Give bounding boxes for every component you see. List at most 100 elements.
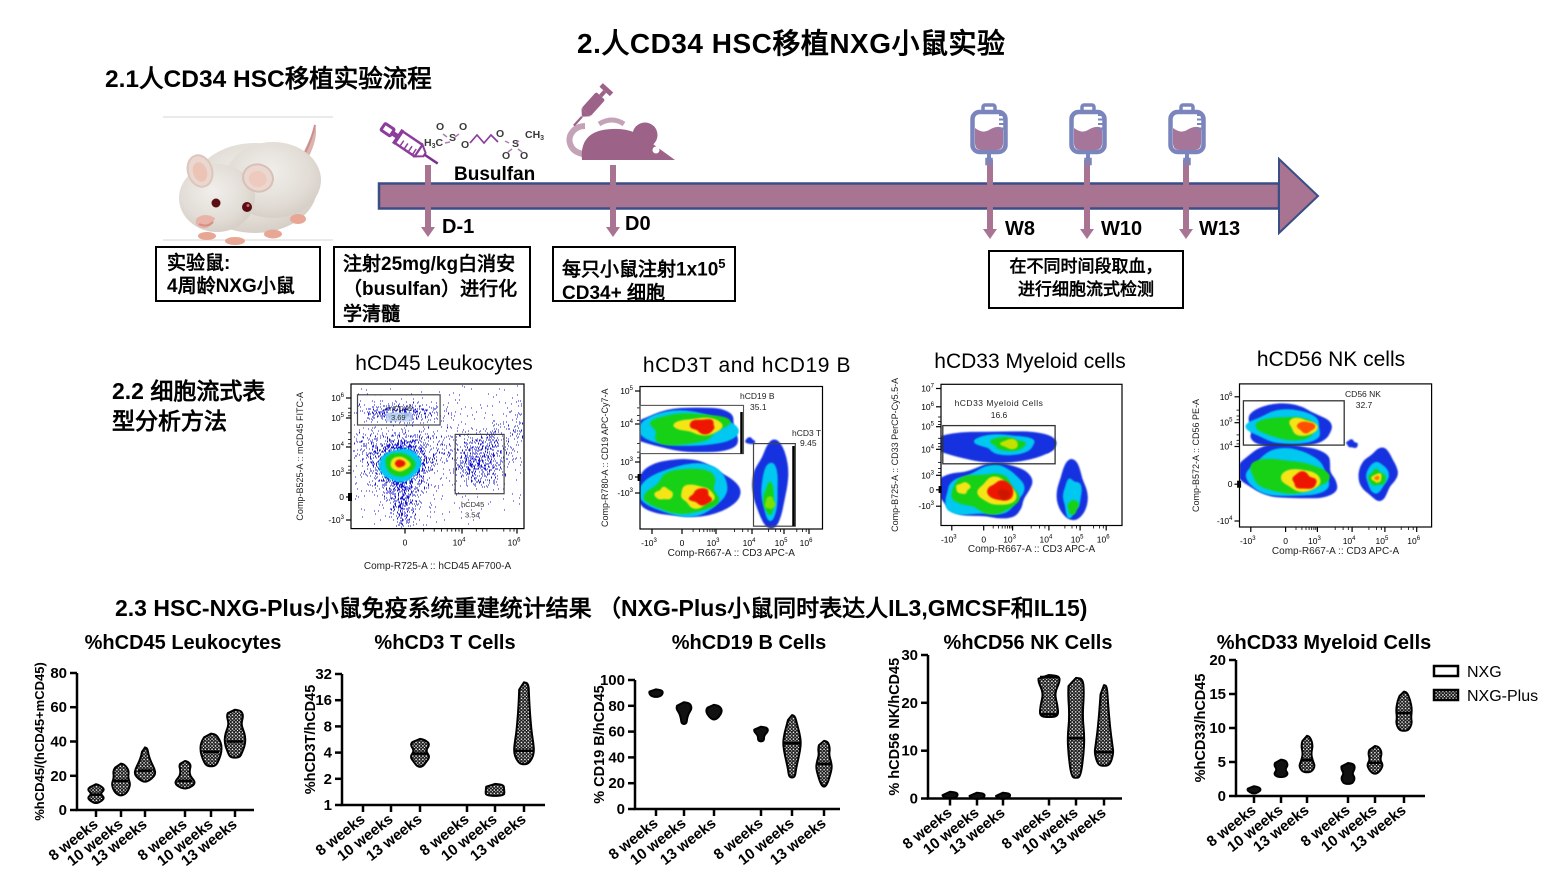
svg-text:106: 106 bbox=[1220, 392, 1233, 402]
svg-text:30: 30 bbox=[901, 647, 918, 664]
svg-text:32.7: 32.7 bbox=[1356, 400, 1373, 410]
svg-text:104: 104 bbox=[453, 538, 466, 548]
svg-text:Comp-R667-A :: CD3 APC-A: Comp-R667-A :: CD3 APC-A bbox=[668, 548, 796, 559]
svg-text:60: 60 bbox=[50, 699, 67, 716]
svg-text:40: 40 bbox=[608, 749, 625, 766]
svg-text:0: 0 bbox=[339, 492, 344, 502]
svg-text:80: 80 bbox=[608, 698, 625, 715]
svg-text:0: 0 bbox=[403, 538, 408, 548]
svg-text:107: 107 bbox=[921, 384, 934, 394]
svg-text:Comp-R667-A :: CD3 APC-A: Comp-R667-A :: CD3 APC-A bbox=[968, 544, 1096, 555]
svg-text:15: 15 bbox=[1209, 686, 1226, 703]
svg-text:S: S bbox=[449, 132, 456, 144]
svg-text:-103: -103 bbox=[918, 501, 934, 511]
svg-text:106: 106 bbox=[800, 538, 813, 548]
svg-text:0: 0 bbox=[1228, 479, 1233, 489]
svg-text:S: S bbox=[512, 138, 519, 150]
svg-text:104: 104 bbox=[921, 444, 934, 454]
svg-text:-104: -104 bbox=[1217, 516, 1233, 526]
svg-text:-103: -103 bbox=[941, 535, 957, 545]
svg-text:104: 104 bbox=[1220, 442, 1233, 452]
svg-text:-103: -103 bbox=[328, 515, 344, 525]
svg-text:106: 106 bbox=[1407, 536, 1420, 546]
svg-text:103: 103 bbox=[707, 538, 720, 548]
svg-text:20: 20 bbox=[608, 775, 625, 792]
svg-text:105: 105 bbox=[1220, 418, 1233, 428]
svg-text:O: O bbox=[520, 150, 528, 162]
svg-text:20: 20 bbox=[1209, 652, 1226, 669]
svg-text:hCD3 T: hCD3 T bbox=[792, 428, 821, 438]
svg-text:106: 106 bbox=[508, 538, 521, 548]
svg-text:106: 106 bbox=[1097, 535, 1110, 545]
svg-text:CD56 NK: CD56 NK bbox=[1345, 389, 1381, 399]
svg-text:105: 105 bbox=[1071, 535, 1084, 545]
svg-text:20: 20 bbox=[50, 768, 67, 785]
svg-text:0: 0 bbox=[617, 801, 625, 818]
svg-text:2: 2 bbox=[324, 771, 332, 788]
svg-text:Comp-B572-A :: CD56 PE-A: Comp-B572-A :: CD56 PE-A bbox=[1191, 399, 1201, 512]
svg-text:mCD45: mCD45 bbox=[387, 404, 412, 413]
svg-text:Comp-B725-A :: CD33 PerCP-Cy5.: Comp-B725-A :: CD33 PerCP-Cy5.5-A bbox=[890, 378, 900, 532]
svg-text:-103: -103 bbox=[641, 538, 657, 548]
svg-text:20: 20 bbox=[901, 695, 918, 712]
svg-text:5: 5 bbox=[1218, 754, 1226, 771]
svg-text:32: 32 bbox=[315, 666, 332, 683]
svg-text:40: 40 bbox=[50, 734, 67, 751]
svg-text:%hCD33/hCD45: %hCD33/hCD45 bbox=[1193, 674, 1209, 783]
svg-text:hCD45: hCD45 bbox=[461, 500, 484, 509]
svg-text:105: 105 bbox=[331, 413, 344, 423]
svg-text:10: 10 bbox=[901, 743, 918, 760]
svg-text:4: 4 bbox=[324, 745, 333, 762]
svg-text:105: 105 bbox=[620, 386, 633, 396]
svg-text:0: 0 bbox=[59, 802, 67, 819]
svg-text:CH3: CH3 bbox=[525, 129, 544, 142]
svg-text:NXG-Plus: NXG-Plus bbox=[1467, 688, 1538, 705]
svg-text:0: 0 bbox=[981, 535, 986, 545]
svg-text:10: 10 bbox=[1209, 720, 1226, 737]
svg-text:O: O bbox=[502, 150, 510, 162]
svg-text:0: 0 bbox=[910, 791, 918, 808]
svg-text:8: 8 bbox=[324, 718, 332, 735]
svg-text:104: 104 bbox=[1039, 535, 1052, 545]
svg-text:Comp-R667-A :: CD3 APC-A: Comp-R667-A :: CD3 APC-A bbox=[1272, 546, 1400, 557]
svg-text:0: 0 bbox=[628, 472, 633, 482]
svg-text:9.45: 9.45 bbox=[800, 438, 817, 448]
svg-text:106: 106 bbox=[921, 402, 934, 412]
svg-text:O: O bbox=[496, 128, 504, 140]
svg-text:105: 105 bbox=[921, 422, 934, 432]
svg-text:hCD19 B: hCD19 B bbox=[740, 391, 775, 401]
svg-text:106: 106 bbox=[331, 393, 344, 403]
svg-text:0: 0 bbox=[680, 538, 685, 548]
svg-text:103: 103 bbox=[331, 468, 344, 478]
svg-text:H3C: H3C bbox=[424, 137, 444, 150]
svg-text:-103: -103 bbox=[617, 488, 633, 498]
svg-text:NXG: NXG bbox=[1467, 664, 1502, 681]
svg-text:104: 104 bbox=[331, 442, 344, 452]
svg-text:%hCD3T/hCD45: %hCD3T/hCD45 bbox=[303, 685, 319, 795]
svg-text:hCD33 Myeloid Cells: hCD33 Myeloid Cells bbox=[955, 398, 1044, 408]
svg-text:Comp-R780-A :: CD19 APC-Cy7-A: Comp-R780-A :: CD19 APC-Cy7-A bbox=[600, 388, 610, 527]
svg-text:104: 104 bbox=[620, 419, 633, 429]
svg-text:16.6: 16.6 bbox=[991, 410, 1008, 420]
svg-text:3.69: 3.69 bbox=[391, 413, 406, 422]
svg-text:% hCD56 NK/hCD45: % hCD56 NK/hCD45 bbox=[887, 658, 903, 796]
svg-text:60: 60 bbox=[608, 724, 625, 741]
svg-text:%hCD45/(hCD45+mCD45): %hCD45/(hCD45+mCD45) bbox=[32, 662, 47, 821]
svg-text:105: 105 bbox=[775, 538, 788, 548]
svg-text:O: O bbox=[436, 121, 444, 133]
svg-text:0: 0 bbox=[929, 485, 934, 495]
svg-text:104: 104 bbox=[743, 538, 756, 548]
svg-text:3.54: 3.54 bbox=[465, 511, 480, 520]
svg-text:% CD19 B/hCD45: % CD19 B/hCD45 bbox=[592, 685, 608, 803]
svg-text:104: 104 bbox=[1343, 536, 1356, 546]
svg-text:1: 1 bbox=[324, 797, 332, 814]
svg-text:103: 103 bbox=[1308, 536, 1321, 546]
svg-text:0: 0 bbox=[1283, 536, 1288, 546]
svg-text:103: 103 bbox=[1003, 535, 1016, 545]
svg-text:105: 105 bbox=[1375, 536, 1388, 546]
svg-text:35.1: 35.1 bbox=[750, 402, 767, 412]
svg-text:80: 80 bbox=[50, 665, 67, 682]
svg-text:100: 100 bbox=[600, 672, 625, 689]
svg-text:0: 0 bbox=[1218, 788, 1226, 805]
svg-text:Comp-R725-A :: hCD45 AF700-A: Comp-R725-A :: hCD45 AF700-A bbox=[364, 561, 512, 572]
